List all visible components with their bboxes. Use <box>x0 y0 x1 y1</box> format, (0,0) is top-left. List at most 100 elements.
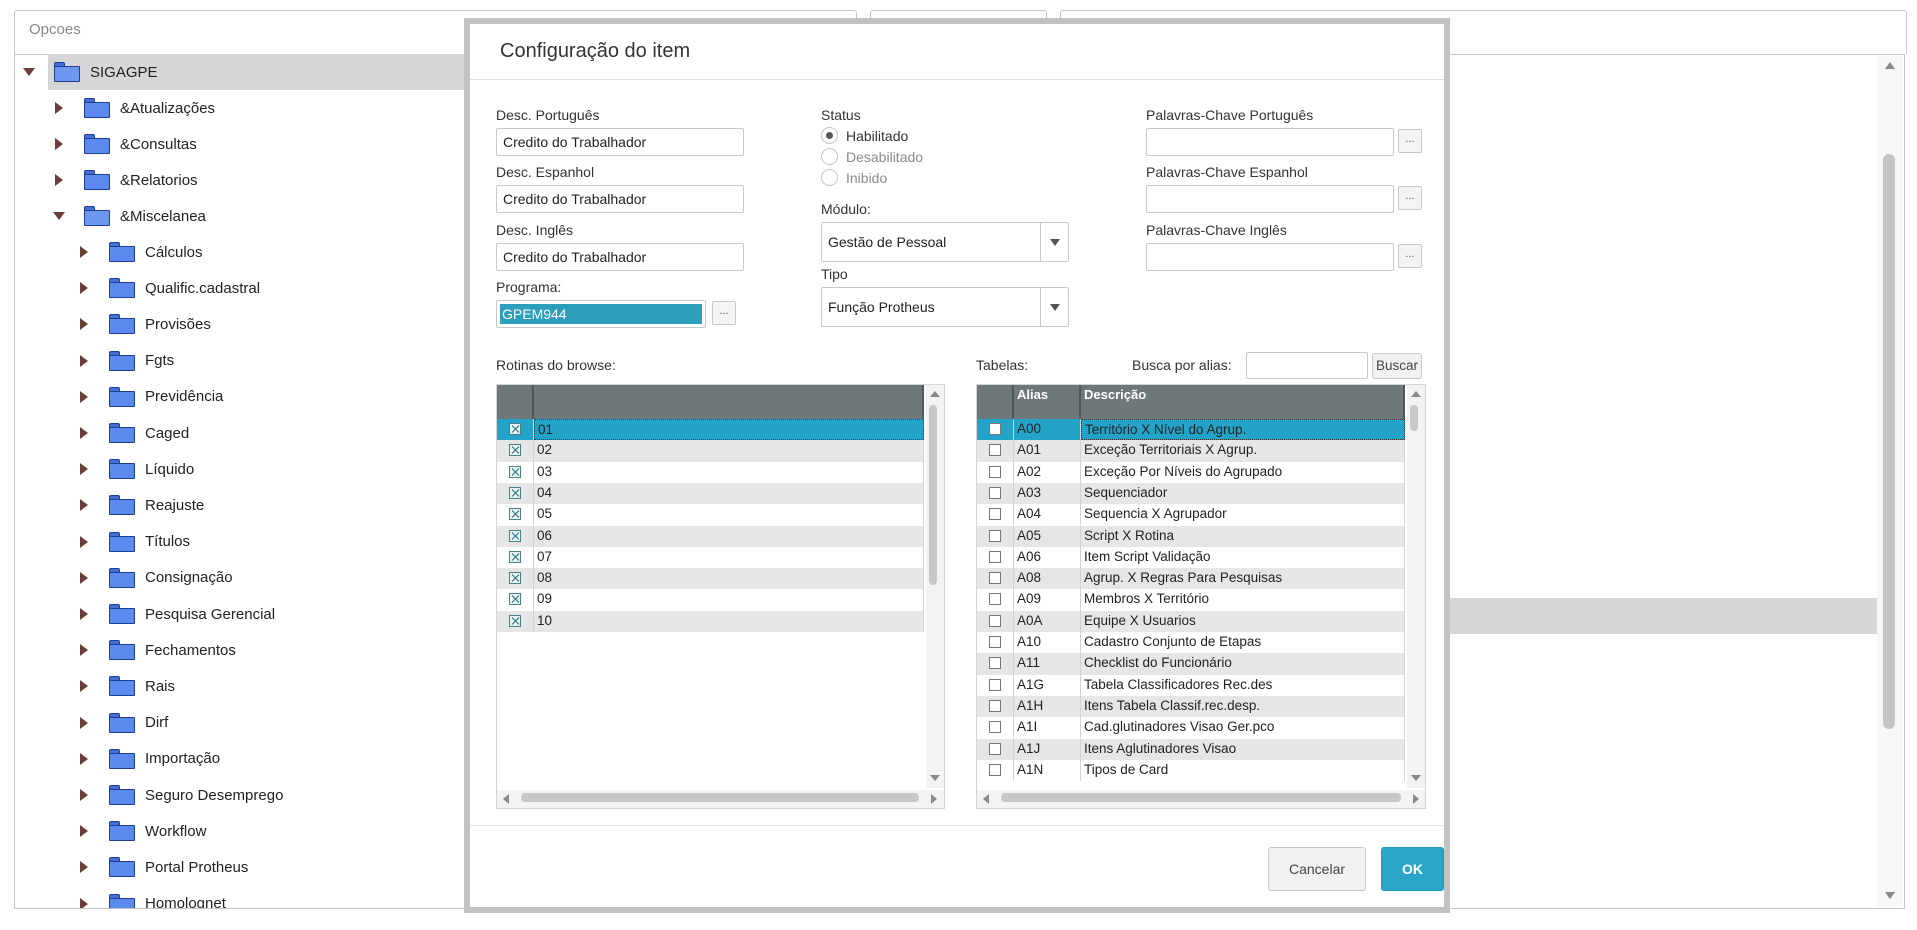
scroll-down-arrow-icon[interactable] <box>1411 775 1421 781</box>
rotinas-row[interactable]: 01 <box>497 419 924 441</box>
tabelas-row[interactable]: A1J Itens Aglutinadores Visao <box>977 738 1405 760</box>
rotinas-row[interactable]: 02 <box>497 440 924 462</box>
expand-icon[interactable] <box>73 861 95 874</box>
rotinas-row[interactable]: 04 <box>497 482 924 505</box>
checkbox[interactable] <box>989 678 1001 691</box>
scroll-left-arrow-icon[interactable] <box>503 794 509 804</box>
checkbox[interactable] <box>989 529 1001 542</box>
tree-node-item[interactable]: Pesquisa Gerencial <box>73 596 275 632</box>
modulo-select[interactable]: Gestão de Pessoal <box>821 222 1069 262</box>
ok-button[interactable]: OK <box>1381 847 1444 891</box>
tabelas-row[interactable]: A08 Agrup. X Regras Para Pesquisas <box>977 568 1405 590</box>
checkbox[interactable] <box>989 636 1001 648</box>
tabelas-row[interactable]: A1H Itens Tabela Classif.rec.desp. <box>977 695 1405 718</box>
expand-icon[interactable] <box>73 427 95 439</box>
rotinas-row[interactable]: 05 <box>497 504 924 526</box>
collapse-icon[interactable] <box>48 212 70 220</box>
checkbox[interactable] <box>509 465 521 478</box>
expand-icon[interactable] <box>73 571 95 584</box>
tabelas-row[interactable]: A01 Exceção Territoriais X Agrup. <box>977 440 1405 462</box>
rotinas-vscroll-thumb[interactable] <box>929 405 937 585</box>
tree-node-item[interactable]: Fechamentos <box>73 632 236 668</box>
tipo-select[interactable]: Função Protheus <box>821 287 1069 327</box>
expand-icon[interactable] <box>73 825 95 838</box>
expand-icon[interactable] <box>48 174 70 186</box>
checkbox[interactable] <box>989 763 1001 776</box>
checkbox[interactable] <box>509 572 521 585</box>
checkbox[interactable] <box>509 423 521 435</box>
checkbox[interactable] <box>989 572 1001 585</box>
scroll-right-arrow-icon[interactable] <box>931 794 937 804</box>
checkbox[interactable] <box>509 444 521 457</box>
tabelas-alias-column[interactable]: Alias <box>1014 385 1081 419</box>
expand-icon[interactable] <box>48 102 70 114</box>
scroll-up-arrow-icon[interactable] <box>1411 391 1421 397</box>
kw-en-lookup-button[interactable]: ... <box>1398 244 1422 268</box>
status-radio-habilitado[interactable]: Habilitado <box>821 127 908 144</box>
kw-es-lookup-button[interactable]: ... <box>1398 186 1422 210</box>
tabelas-row[interactable]: A1I Cad.glutinadores Visao Ger.pco <box>977 717 1405 739</box>
tree-node-item[interactable]: Reajuste <box>73 487 204 523</box>
tree-node-item[interactable]: Previdência <box>73 379 223 415</box>
expand-icon[interactable] <box>73 897 95 908</box>
chevron-down-icon[interactable] <box>1040 288 1068 326</box>
rotinas-row[interactable]: 07 <box>497 546 924 569</box>
tabelas-descricao-column[interactable]: Descrição <box>1081 385 1405 419</box>
tabelas-row[interactable]: A02 Exceção Por Níveis do Agrupado <box>977 461 1405 483</box>
tabelas-row[interactable]: A09 Membros X Território <box>977 589 1405 611</box>
buscar-button[interactable]: Buscar <box>1372 353 1422 379</box>
tree-node-item[interactable]: Rais <box>73 668 175 704</box>
tree-node-root[interactable]: SIGAGPE <box>23 54 468 90</box>
tree-node-item[interactable]: Consignação <box>73 560 233 596</box>
checkbox[interactable] <box>989 465 1001 478</box>
checkbox[interactable] <box>989 550 1001 563</box>
tree-node-item[interactable]: Líquido <box>73 451 194 487</box>
rotinas-vscroll[interactable] <box>926 385 944 788</box>
expand-icon[interactable] <box>73 354 95 367</box>
expand-icon[interactable] <box>73 246 95 258</box>
collapse-icon[interactable] <box>18 68 40 76</box>
tree-node-item[interactable]: Fgts <box>73 343 174 379</box>
tree-node-atualizacoes[interactable]: &Atualizações <box>48 90 215 126</box>
tree-node-item[interactable]: Títulos <box>73 524 190 560</box>
expand-icon[interactable] <box>73 282 95 295</box>
tabelas-row[interactable]: A04 Sequencia X Agrupador <box>977 504 1405 526</box>
tree-node-relatorios[interactable]: &Relatorios <box>48 162 198 198</box>
kw-es-input[interactable] <box>1146 185 1394 213</box>
status-radio-inibido[interactable]: Inibido <box>821 169 887 186</box>
checkbox[interactable] <box>989 444 1001 457</box>
checkbox[interactable] <box>989 614 1001 627</box>
scroll-down-arrow-icon[interactable] <box>930 775 940 781</box>
tree-node-item[interactable]: Workflow <box>73 813 206 849</box>
expand-icon[interactable] <box>73 789 95 801</box>
scroll-left-arrow-icon[interactable] <box>983 794 989 804</box>
checkbox[interactable] <box>989 742 1001 755</box>
checkbox[interactable] <box>509 550 521 563</box>
tree-node-item[interactable]: Importação <box>73 741 220 777</box>
tree-scroll-thumb[interactable] <box>1883 154 1895 729</box>
desc-pt-input[interactable]: Credito do Trabalhador <box>496 128 744 156</box>
expand-icon[interactable] <box>73 535 95 548</box>
tabelas-hscroll-thumb[interactable] <box>1001 793 1401 802</box>
tabelas-row[interactable]: A10 Cadastro Conjunto de Etapas <box>977 632 1405 654</box>
tabelas-row[interactable]: A0A Equipe X Usuarios <box>977 610 1405 632</box>
kw-pt-lookup-button[interactable]: ... <box>1398 129 1422 153</box>
expand-icon[interactable] <box>48 138 70 150</box>
chevron-down-icon[interactable] <box>1040 223 1068 261</box>
expand-icon[interactable] <box>73 680 95 693</box>
rotinas-hscroll-thumb[interactable] <box>521 793 919 802</box>
cancel-button[interactable]: Cancelar <box>1268 847 1366 891</box>
tabelas-row[interactable]: A1N Tipos de Card <box>977 759 1405 782</box>
tabelas-hscroll[interactable] <box>977 790 1425 808</box>
tree-scrollbar[interactable] <box>1877 56 1903 906</box>
tabelas-row[interactable]: A1G Tabela Classificadores Rec.des <box>977 674 1405 696</box>
tree-node-item[interactable]: Caged <box>73 415 189 451</box>
checkbox[interactable] <box>989 593 1001 606</box>
tabelas-row[interactable]: A06 Item Script Validação <box>977 546 1405 569</box>
checkbox[interactable] <box>509 614 521 627</box>
tabelas-row[interactable]: A00 Território X Nível do Agrup. <box>977 419 1405 441</box>
programa-input[interactable]: GPEM944 <box>496 300 706 328</box>
scroll-up-arrow-icon[interactable] <box>930 391 940 397</box>
status-radio-desabilitado[interactable]: Desabilitado <box>821 148 923 165</box>
rotinas-row[interactable]: 03 <box>497 461 924 483</box>
